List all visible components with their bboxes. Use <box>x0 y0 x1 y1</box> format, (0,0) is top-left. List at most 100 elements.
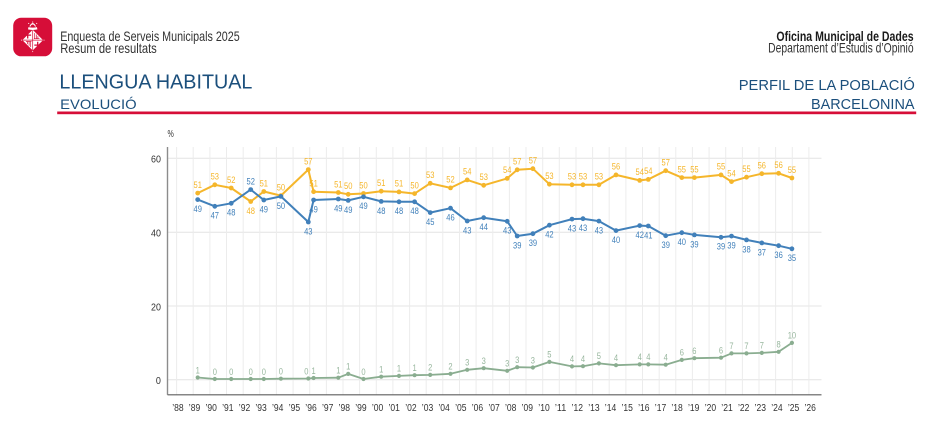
svg-text:4: 4 <box>614 353 618 363</box>
svg-text:’26: ’26 <box>805 403 817 414</box>
svg-text:37: 37 <box>758 247 766 257</box>
svg-text:0: 0 <box>262 367 266 377</box>
svg-text:57: 57 <box>304 156 312 166</box>
svg-text:2: 2 <box>448 362 452 372</box>
svg-text:52: 52 <box>247 176 255 186</box>
svg-text:’07: ’07 <box>488 403 500 414</box>
svg-text:1: 1 <box>312 366 316 376</box>
svg-text:49: 49 <box>359 201 367 211</box>
svg-text:53: 53 <box>480 172 488 182</box>
svg-text:43: 43 <box>568 224 576 234</box>
svg-text:8: 8 <box>777 340 781 350</box>
svg-text:7: 7 <box>744 341 748 351</box>
svg-text:40: 40 <box>151 229 161 240</box>
svg-text:43: 43 <box>304 226 312 236</box>
svg-text:54: 54 <box>636 167 644 177</box>
svg-text:LLENGUA HABITUAL: LLENGUA HABITUAL <box>59 70 252 93</box>
svg-text:57: 57 <box>529 156 537 166</box>
svg-text:51: 51 <box>395 179 403 189</box>
svg-text:48: 48 <box>395 206 403 216</box>
svg-text:53: 53 <box>426 170 434 180</box>
svg-text:’14: ’14 <box>605 403 617 414</box>
svg-text:’10: ’10 <box>538 403 550 414</box>
svg-text:3: 3 <box>465 358 469 368</box>
svg-text:’17: ’17 <box>655 403 667 414</box>
svg-text:49: 49 <box>194 204 202 214</box>
svg-text:54: 54 <box>503 165 511 175</box>
svg-text:0: 0 <box>156 376 161 387</box>
svg-text:’11: ’11 <box>555 403 567 414</box>
svg-text:’94: ’94 <box>272 403 284 414</box>
svg-text:’05: ’05 <box>455 403 467 414</box>
svg-text:’91: ’91 <box>222 403 234 414</box>
svg-text:54: 54 <box>727 168 735 178</box>
svg-text:54: 54 <box>644 166 652 176</box>
svg-text:EVOLUCIÓ: EVOLUCIÓ <box>60 96 137 112</box>
svg-text:4: 4 <box>646 352 650 362</box>
svg-text:’92: ’92 <box>239 403 251 414</box>
svg-text:1: 1 <box>346 362 350 372</box>
svg-text:49: 49 <box>334 203 342 213</box>
svg-text:%: % <box>168 129 174 140</box>
svg-text:0: 0 <box>249 367 253 377</box>
svg-text:36: 36 <box>774 250 782 260</box>
svg-text:49: 49 <box>344 205 352 215</box>
svg-text:0: 0 <box>361 367 365 377</box>
svg-text:44: 44 <box>480 222 488 232</box>
svg-text:53: 53 <box>579 172 587 182</box>
svg-text:55: 55 <box>788 165 796 175</box>
svg-text:56: 56 <box>612 162 620 172</box>
svg-text:6: 6 <box>680 348 684 358</box>
svg-text:BARCELONINA: BARCELONINA <box>811 96 915 113</box>
svg-text:’01: ’01 <box>389 403 401 414</box>
svg-text:4: 4 <box>664 353 668 363</box>
svg-text:6: 6 <box>719 346 723 356</box>
svg-text:4: 4 <box>570 354 574 364</box>
svg-text:3: 3 <box>531 355 535 365</box>
svg-text:39: 39 <box>662 240 670 250</box>
svg-text:42: 42 <box>545 230 553 240</box>
svg-text:39: 39 <box>513 240 521 250</box>
svg-text:Enquesta de Serveis Municipals: Enquesta de Serveis Municipals 2025 <box>60 28 240 44</box>
svg-text:’04: ’04 <box>438 403 450 414</box>
svg-text:’24: ’24 <box>771 403 783 414</box>
svg-text:’13: ’13 <box>588 403 600 414</box>
svg-text:40: 40 <box>678 237 686 247</box>
svg-text:54: 54 <box>463 167 471 177</box>
svg-text:57: 57 <box>662 158 670 168</box>
svg-text:’19: ’19 <box>688 403 700 414</box>
svg-text:1: 1 <box>413 363 417 373</box>
svg-text:55: 55 <box>678 164 686 174</box>
svg-text:39: 39 <box>690 239 698 249</box>
svg-text:’97: ’97 <box>322 403 334 414</box>
svg-text:55: 55 <box>742 164 750 174</box>
svg-text:52: 52 <box>227 175 235 185</box>
svg-text:3: 3 <box>515 355 519 365</box>
svg-text:39: 39 <box>717 242 725 252</box>
svg-text:7: 7 <box>729 341 733 351</box>
svg-text:’06: ’06 <box>472 403 484 414</box>
svg-text:50: 50 <box>410 180 418 190</box>
svg-text:’16: ’16 <box>638 403 650 414</box>
svg-text:PERFIL DE LA POBLACIÓ: PERFIL DE LA POBLACIÓ <box>739 77 915 94</box>
svg-text:1: 1 <box>397 364 401 374</box>
svg-text:43: 43 <box>595 226 603 236</box>
svg-text:’02: ’02 <box>405 403 417 414</box>
svg-text:’96: ’96 <box>305 403 317 414</box>
svg-text:52: 52 <box>446 175 454 185</box>
svg-text:50: 50 <box>359 180 367 190</box>
svg-text:51: 51 <box>194 180 202 190</box>
svg-text:35: 35 <box>788 253 796 263</box>
svg-text:Resum de resultats: Resum de resultats <box>60 40 157 56</box>
svg-text:6: 6 <box>692 346 696 356</box>
svg-text:2: 2 <box>428 363 432 373</box>
svg-text:53: 53 <box>568 172 576 182</box>
svg-text:1: 1 <box>379 365 383 375</box>
svg-text:Oficina Municipal de Dades: Oficina Municipal de Dades <box>776 28 913 44</box>
svg-text:43: 43 <box>463 225 471 235</box>
svg-text:’22: ’22 <box>738 403 750 414</box>
svg-text:56: 56 <box>758 161 766 171</box>
svg-text:’08: ’08 <box>505 403 517 414</box>
svg-text:53: 53 <box>595 172 603 182</box>
svg-text:39: 39 <box>727 241 735 251</box>
